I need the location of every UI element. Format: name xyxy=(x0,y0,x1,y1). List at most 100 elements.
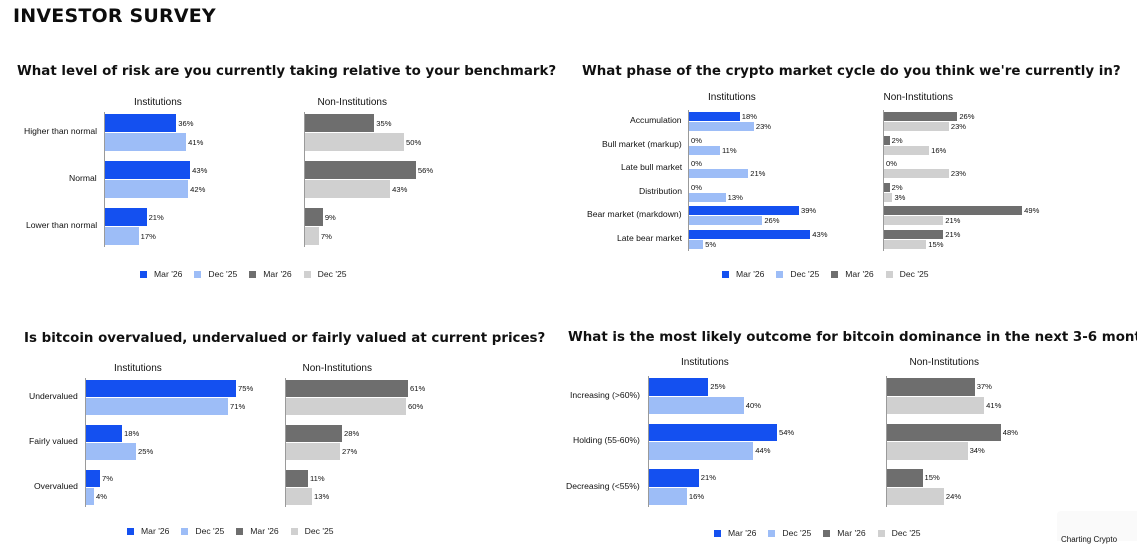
data-label: 28% xyxy=(344,429,360,438)
legend-item: Dec '25 xyxy=(290,526,334,536)
data-label: 35% xyxy=(376,118,392,128)
legend-item: Mar '26 xyxy=(140,269,182,279)
category-label: Late bear market xyxy=(617,232,682,243)
legend-swatch xyxy=(140,270,147,278)
category-label: Distribution xyxy=(639,185,682,196)
legend-swatch xyxy=(722,270,729,278)
legend-label: Mar '26 xyxy=(141,526,170,536)
chart-title: What phase of the crypto market cycle do… xyxy=(582,64,1121,79)
legend-item: Mar '26 xyxy=(831,269,874,279)
group-title-non-institutions: Non-Institutions xyxy=(317,97,387,108)
bar-non-dec xyxy=(887,396,985,414)
axis-line xyxy=(304,112,305,247)
data-label: 24% xyxy=(945,491,962,501)
legend-item: Mar '26 xyxy=(249,269,292,279)
bar-inst-dec xyxy=(105,227,139,245)
category-label: Undervalued xyxy=(29,391,78,401)
legend-label: Mar '26 xyxy=(250,526,279,536)
data-label: 21% xyxy=(700,473,716,483)
legend-item: Dec '25 xyxy=(194,269,237,279)
bar-inst-dec xyxy=(105,133,187,151)
bar-inst-dec xyxy=(649,487,687,505)
data-label: 0% xyxy=(886,159,897,168)
data-label: 41% xyxy=(188,137,204,147)
data-label: 13% xyxy=(727,192,743,202)
data-label: 3% xyxy=(894,192,906,202)
data-label: 21% xyxy=(750,169,766,178)
bar-inst-dec xyxy=(689,169,749,178)
legend-swatch xyxy=(127,527,134,535)
data-label: 0% xyxy=(691,182,702,192)
legend-item: Mar '26 xyxy=(722,269,764,279)
data-label: 48% xyxy=(1002,427,1018,437)
legend-item: Dec '25 xyxy=(776,269,819,279)
group-title-non-institutions: Non-Institutions xyxy=(883,92,953,103)
bar-non-mar xyxy=(884,206,1023,215)
legend-swatch xyxy=(885,270,893,278)
data-label: 42% xyxy=(190,184,206,194)
bar-non-dec xyxy=(305,133,404,151)
bar-non-dec xyxy=(884,145,930,155)
bar-inst-dec xyxy=(86,443,136,460)
data-label: 71% xyxy=(230,402,246,411)
chart-legend: Mar '26 Dec '25 Mar '26 Dec '25 xyxy=(140,269,359,279)
bar-non-dec xyxy=(884,169,949,178)
bar-non-mar xyxy=(286,380,408,397)
bar-non-dec xyxy=(884,122,949,131)
legend-swatch xyxy=(714,529,721,537)
category-label: Higher than normal xyxy=(24,126,98,136)
data-label: 41% xyxy=(986,400,1002,410)
data-label: 13% xyxy=(314,492,330,501)
data-label: 37% xyxy=(976,382,992,392)
category-label: Increasing (>60%) xyxy=(570,389,640,400)
bar-non-mar xyxy=(305,161,416,179)
bar-non-mar xyxy=(887,378,975,396)
bar-inst-mar xyxy=(689,229,811,239)
bar-inst-mar xyxy=(105,114,177,132)
data-label: 25% xyxy=(710,382,726,392)
bar-inst-dec xyxy=(689,145,721,155)
bar-inst-mar xyxy=(689,206,799,215)
data-label: 43% xyxy=(192,165,208,175)
bar-non-dec xyxy=(286,488,312,505)
data-label: 0% xyxy=(691,135,702,145)
data-label: 15% xyxy=(924,473,940,483)
category-label: Fairly valued xyxy=(29,436,78,446)
data-label: 5% xyxy=(705,239,717,249)
bar-inst-mar xyxy=(86,425,122,442)
chart-legend: Mar '26 Dec '25 Mar '26 Dec '25 xyxy=(714,528,933,538)
group-title-non-institutions: Non-Institutions xyxy=(302,363,372,374)
data-label: 43% xyxy=(392,184,408,194)
bar-non-mar xyxy=(305,114,375,132)
data-label: 23% xyxy=(950,122,967,131)
bar-non-mar xyxy=(887,423,1001,441)
bar-non-dec xyxy=(305,227,319,245)
data-label: 54% xyxy=(778,427,795,437)
legend-label: Mar '26 xyxy=(154,269,183,279)
bar-inst-dec xyxy=(105,180,189,198)
data-label: 11% xyxy=(310,474,325,483)
group-title-institutions: Institutions xyxy=(134,97,182,108)
bar-inst-mar xyxy=(689,112,740,121)
category-label: Decreasing (<55%) xyxy=(566,480,640,491)
data-label: 27% xyxy=(342,447,358,456)
legend-swatch xyxy=(768,529,776,537)
legend-label: Mar '26 xyxy=(263,269,292,279)
chart-legend: Mar '26 Dec '25 Mar '26 Dec '25 xyxy=(722,269,941,279)
data-label: 15% xyxy=(928,239,944,249)
bar-non-mar xyxy=(884,112,958,121)
bar-inst-dec xyxy=(649,396,744,414)
legend-swatch xyxy=(236,527,244,535)
bar-inst-mar xyxy=(649,469,699,487)
bar-non-mar xyxy=(305,208,323,226)
legend-label: Dec '25 xyxy=(304,526,334,536)
legend-label: Dec '25 xyxy=(891,528,921,538)
category-label: Late bull market xyxy=(621,162,683,172)
bar-non-mar xyxy=(884,182,890,192)
data-label: 36% xyxy=(178,118,194,128)
data-label: 61% xyxy=(410,384,426,393)
bar-non-mar xyxy=(884,229,944,239)
legend-swatch xyxy=(303,270,311,278)
bar-non-mar xyxy=(884,135,890,145)
bar-non-mar xyxy=(887,469,923,487)
